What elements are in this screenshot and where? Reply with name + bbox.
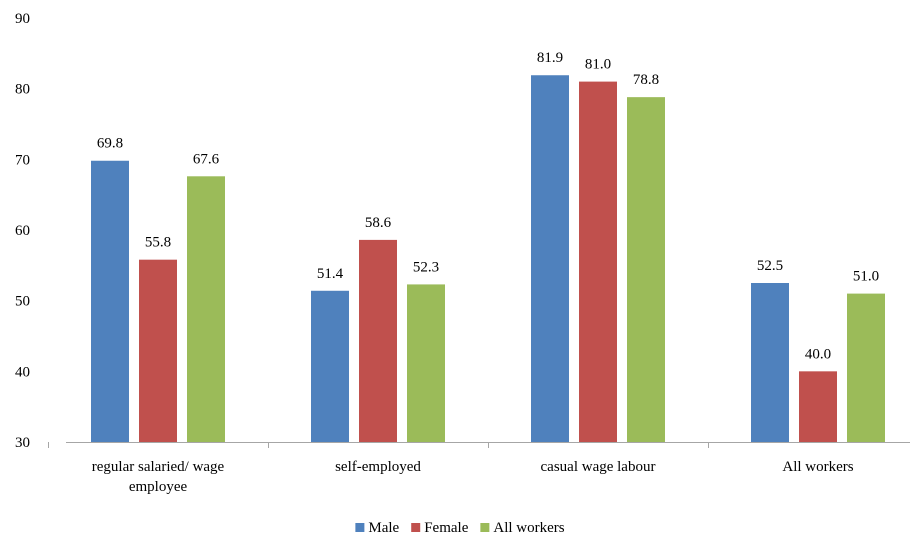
legend-swatch — [355, 523, 365, 532]
bar — [531, 75, 569, 443]
bar — [751, 283, 789, 442]
legend-label: Female — [424, 520, 468, 536]
bar — [847, 293, 885, 442]
bar — [799, 371, 837, 442]
y-tick-label: 50 — [15, 294, 30, 310]
x-category-label: All workers — [782, 459, 853, 475]
legend-label: All workers — [493, 520, 564, 536]
bar-data-label: 78.8 — [633, 72, 659, 88]
bar — [627, 97, 665, 442]
bar-data-label: 51.0 — [853, 269, 879, 285]
legend-swatch — [480, 523, 490, 532]
bar-data-label: 40.0 — [805, 346, 831, 362]
x-category-label: employee — [129, 479, 188, 495]
legend: Male Female All workers — [355, 520, 565, 536]
bar — [91, 160, 129, 442]
y-axis: 30 40 50 60 70 80 90 — [15, 11, 30, 451]
x-category-label: casual wage labour — [541, 459, 656, 475]
bar — [311, 290, 349, 442]
legend-item: Male — [355, 520, 400, 536]
legend-label: Male — [368, 520, 399, 536]
bar-data-label: 69.8 — [97, 136, 123, 152]
data-labels: 69.8 55.8 67.6 51.4 58.6 52.3 81.9 81.0 78.8 52.5… — [97, 50, 879, 362]
y-tick-label: 70 — [15, 152, 30, 168]
y-tick-label: 90 — [15, 11, 30, 27]
legend-swatch — [411, 523, 421, 532]
bar-data-label: 52.3 — [413, 259, 439, 275]
x-axis: regular salaried/ wage employee self-emplo… — [48, 442, 910, 495]
bar-data-label: 58.6 — [365, 215, 392, 231]
bar — [139, 259, 177, 442]
y-tick-label: 80 — [15, 82, 30, 98]
y-tick-label: 40 — [15, 364, 30, 380]
x-category-label: regular salaried/ wage — [92, 459, 225, 475]
bar-data-label: 52.5 — [757, 258, 783, 274]
y-tick-label: 60 — [15, 223, 30, 239]
bar — [407, 284, 445, 442]
legend-item: Female — [411, 520, 469, 536]
bars — [91, 75, 885, 443]
legend-item: All workers — [480, 520, 565, 536]
bar — [187, 176, 225, 442]
bar-data-label: 55.8 — [145, 235, 171, 251]
bar-data-label: 51.4 — [317, 266, 344, 282]
bar-data-label: 67.6 — [193, 151, 220, 167]
bar-data-label: 81.0 — [585, 57, 611, 73]
bar-data-label: 81.9 — [537, 50, 563, 66]
bar — [359, 239, 397, 442]
bar — [579, 81, 617, 442]
y-tick-label: 30 — [15, 435, 30, 451]
x-category-label: self-employed — [335, 459, 421, 475]
